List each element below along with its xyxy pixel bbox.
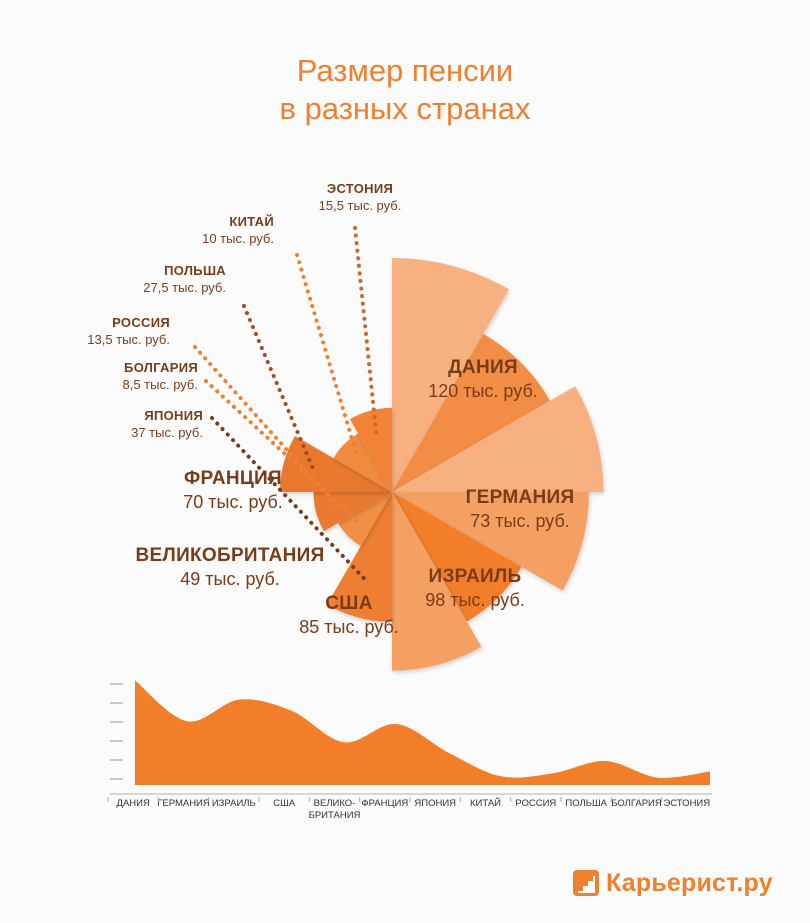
slice-label-value-9: 13,5 тыс. руб. xyxy=(87,332,170,347)
chart-title-line1: Размер пенсии xyxy=(296,53,514,88)
chart-title: Размер пенсии в разных странах xyxy=(0,52,810,128)
slice-label-name-4: США xyxy=(325,593,372,614)
brand-logo-text: Карьерист.ру xyxy=(606,868,773,897)
leader-line-9 xyxy=(193,345,340,509)
leader-line-7 xyxy=(210,416,370,585)
pie-slice-10 xyxy=(280,436,392,492)
leader-line-11 xyxy=(295,253,360,460)
slice-label-value-8: 8,5 тыс. руб. xyxy=(123,377,199,392)
x-tick-label-6: ФРАНЦИЯ xyxy=(361,798,408,809)
chart-title-line2: в разных странах xyxy=(279,91,531,126)
x-tick-label-8: КИТАЙ xyxy=(470,797,501,809)
x-tick-label-12: ЭСТОНИЯ xyxy=(663,798,710,809)
slice-label-value-11: 10 тыс. руб. xyxy=(202,231,274,246)
x-tick-label-9: РОССИЯ xyxy=(515,798,556,809)
slice-label-name-2: ГЕРМАНИЯ xyxy=(466,487,575,508)
slice-label-name-1: ДАНИЯ xyxy=(448,357,518,378)
slice-label-value-5: 49 тыс. руб. xyxy=(180,569,280,589)
pie-labels: ДАНИЯ 120 тыс. руб. ГЕРМАНИЯ 73 тыс. руб. ИЗ… xyxy=(87,181,574,637)
x-tick-label-7: ЯПОНИЯ xyxy=(414,798,456,809)
x-tick-label-5: ВЕЛИКО-БРИТАНИЯ xyxy=(309,798,361,821)
pie-slice-7 xyxy=(327,492,392,622)
leader-lines xyxy=(193,226,379,585)
chart-canvas: ДАНИЯ 120 тыс. руб. ГЕРМАНИЯ 73 тыс. руб. ИЗ… xyxy=(87,181,712,821)
slice-label-name-8: БОЛГАРИЯ xyxy=(124,360,198,375)
slice-label-name-10: ПОЛЬША xyxy=(164,263,226,278)
pie-slice-5 xyxy=(392,492,522,622)
pie-slice-1 xyxy=(392,258,509,492)
pie-slice-3 xyxy=(392,386,604,492)
pie-slice-4 xyxy=(392,492,589,591)
x-tick-label-3: ИЗРАИЛЬ xyxy=(212,798,256,809)
slice-label-value-3: 98 тыс. руб. xyxy=(425,590,525,610)
slice-label-value-12: 15,5 тыс. руб. xyxy=(319,198,402,213)
leader-line-10 xyxy=(242,304,317,474)
pie-slice-6 xyxy=(392,492,482,671)
slice-label-value-4: 85 тыс. руб. xyxy=(299,617,399,637)
x-tick-label-1: ДАНИЯ xyxy=(117,798,150,809)
x-tick-label-2: ГЕРМАНИЯ xyxy=(157,798,210,809)
pie-slice-11 xyxy=(333,433,392,492)
slice-label-value-1: 120 тыс. руб. xyxy=(428,381,538,401)
pie-slice-8 xyxy=(338,492,392,546)
slice-label-value-6: 70 тыс. руб. xyxy=(183,492,283,512)
slice-label-name-3: ИЗРАИЛЬ xyxy=(428,566,521,587)
x-tick-label-4: США xyxy=(273,798,296,809)
area-chart: ДАНИЯ ГЕРМАНИЯ ИЗРАИЛЬ США ВЕЛИКО-БРИТАНИЯФР… xyxy=(107,680,712,821)
leader-line-12 xyxy=(353,226,379,436)
brand-logo[interactable]: Карьерист.ру xyxy=(573,868,773,898)
pie-slice-2 xyxy=(392,333,551,492)
slice-label-name-12: ЭСТОНИЯ xyxy=(327,181,393,196)
slice-label-value-2: 73 тыс. руб. xyxy=(470,511,570,531)
x-tick-label-11: БОЛГАРИЯ xyxy=(611,798,662,809)
pie-slice-9 xyxy=(313,492,392,532)
pie-slice-12 xyxy=(350,407,392,492)
pie-slices xyxy=(280,258,604,671)
x-tick-label-10: ПОЛЬША xyxy=(565,798,607,809)
slice-label-value-7: 37 тыс. руб. xyxy=(131,425,203,440)
stairs-icon xyxy=(573,870,599,896)
area-fill xyxy=(135,680,710,785)
slice-label-name-6: ФРАНЦИЯ xyxy=(184,468,282,489)
slice-label-name-9: РОССИЯ xyxy=(112,315,170,330)
slice-label-name-7: ЯПОНИЯ xyxy=(144,408,203,423)
slice-label-name-5: ВЕЛИКОБРИТАНИЯ xyxy=(135,545,324,566)
leader-line-8 xyxy=(204,379,363,526)
slice-label-name-11: КИТАЙ xyxy=(229,214,274,229)
slice-label-value-10: 27,5 тыс. руб. xyxy=(143,280,226,295)
